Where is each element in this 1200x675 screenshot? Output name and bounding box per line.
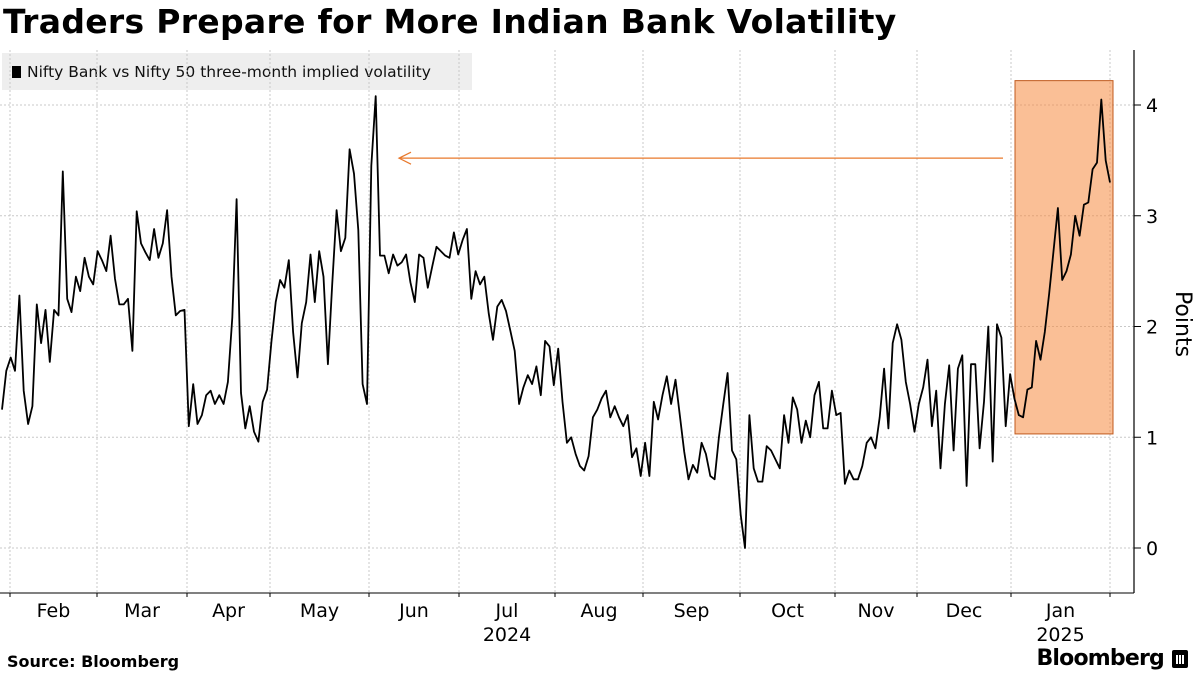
- y-tick-label-0: 0: [1146, 538, 1158, 560]
- series-line: [1, 95, 1111, 549]
- x-tick-label-nov: Nov: [857, 600, 894, 622]
- annotation-group: [397, 151, 1003, 165]
- y-tick-label-1: 1: [1146, 427, 1158, 449]
- brand-wordmark: Bloomberg: [1036, 646, 1164, 671]
- series-group: [1, 95, 1111, 549]
- legend-swatch: [12, 65, 21, 78]
- x-tick-label-mar: Mar: [124, 600, 160, 622]
- x-tick-label-apr: Apr: [212, 600, 245, 622]
- annotation-arrowhead: [397, 151, 412, 165]
- x-year-label-2025: 2025: [1036, 624, 1084, 646]
- y-tick-label-2: 2: [1146, 317, 1158, 339]
- x-year-label-2024: 2024: [483, 624, 531, 646]
- source-note: Source: Bloomberg: [7, 652, 180, 671]
- chart-title: Traders Prepare for More Indian Bank Vol…: [3, 2, 897, 41]
- legend-label: Nifty Bank vs Nifty 50 three-month impli…: [27, 62, 431, 81]
- x-tick-label-jan: Jan: [1045, 600, 1075, 622]
- legend: Nifty Bank vs Nifty 50 three-month impli…: [2, 53, 472, 90]
- bloomberg-terminal-icon: [1172, 649, 1188, 668]
- brand-logo: Bloomberg: [1036, 646, 1188, 671]
- y-tick-label-3: 3: [1146, 206, 1158, 228]
- gridlines: [0, 50, 1134, 593]
- highlight-box: [1014, 80, 1114, 435]
- x-tick-label-dec: Dec: [946, 600, 983, 622]
- x-tick-label-oct: Oct: [771, 600, 804, 622]
- x-tick-label-sep: Sep: [674, 600, 710, 622]
- y-tick-label-4: 4: [1146, 95, 1158, 117]
- x-tick-label-feb: Feb: [37, 600, 71, 622]
- x-tick-label-aug: Aug: [580, 600, 617, 622]
- highlight-region: [1014, 80, 1114, 435]
- x-tick-label-jun: Jun: [398, 600, 429, 622]
- x-tick-label-jul: Jul: [495, 600, 519, 622]
- axes: 0 1 2 3 4 Feb Mar Apr May Jun Jul Aug Sep Oct Nov Dec Ja…: [0, 50, 1158, 646]
- y-axis-title: Points: [1170, 291, 1195, 357]
- x-tick-label-may: May: [300, 600, 339, 622]
